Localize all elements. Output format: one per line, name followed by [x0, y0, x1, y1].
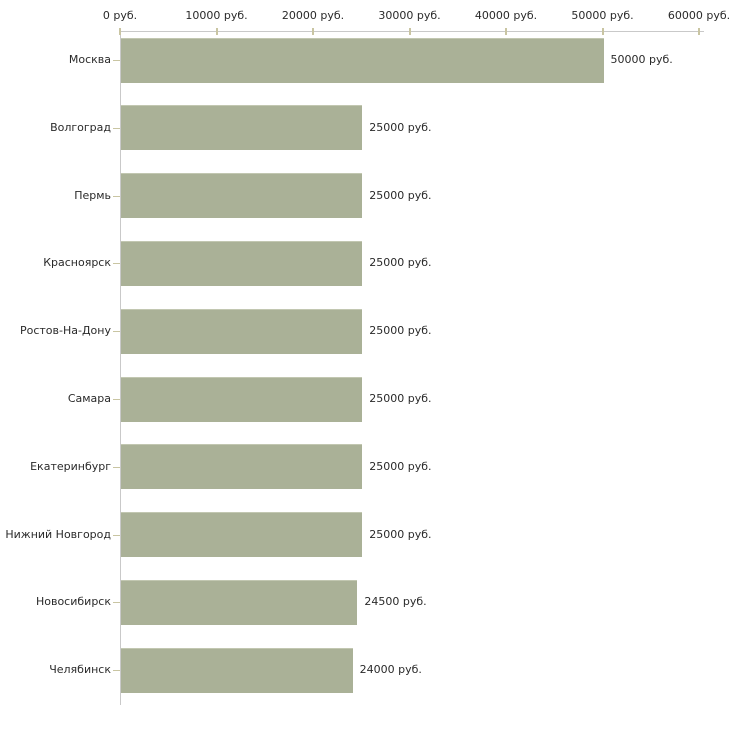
bar-value-label: 24500 руб.	[364, 595, 427, 609]
x-axis-tick-label: 60000 руб.	[667, 9, 730, 22]
x-axis-tick-mark	[601, 28, 604, 35]
x-axis-tick-mark	[408, 28, 411, 35]
bar	[121, 105, 363, 151]
y-axis-tick-mark	[113, 263, 120, 264]
x-axis-line	[120, 31, 704, 32]
x-axis-tick-label: 40000 руб.	[474, 9, 538, 22]
x-axis-tick-label: 30000 руб.	[378, 9, 441, 22]
bar-value-label: 25000 руб.	[369, 120, 432, 134]
bar	[121, 376, 363, 422]
y-axis-tick-mark	[113, 128, 120, 129]
x-axis-tick-mark	[215, 28, 218, 35]
bar-value-label: 50000 руб.	[610, 53, 673, 66]
category-label: Красноярск	[43, 256, 111, 270]
x-axis-tick-mark	[312, 28, 314, 35]
y-axis-tick-mark	[113, 670, 120, 671]
category-label: Нижний Новгород	[5, 527, 111, 541]
x-axis-tick-mark	[119, 28, 121, 35]
x-axis-tick-label: 0 руб.	[102, 9, 138, 22]
bar-value-label: 25000 руб.	[369, 256, 432, 270]
x-axis-tick-mark	[505, 28, 507, 35]
bar	[121, 647, 353, 693]
y-axis-tick-mark	[113, 602, 120, 603]
bar	[121, 240, 363, 286]
x-axis-tick-label: 10000 руб.	[185, 9, 248, 22]
category-label: Волгоград	[50, 120, 111, 134]
bar-value-label: 24000 руб.	[359, 663, 422, 677]
bar	[121, 308, 363, 354]
bar-value-label: 25000 руб.	[369, 527, 432, 541]
category-label: Челябинск	[49, 663, 111, 677]
y-axis-tick-mark	[113, 60, 120, 61]
bar-value-label: 25000 руб.	[369, 188, 432, 202]
category-label: Екатеринбург	[30, 459, 111, 473]
bar	[121, 512, 363, 558]
x-axis-tick-label: 20000 руб.	[281, 9, 345, 22]
category-label: Новосибирск	[35, 595, 111, 609]
x-axis-tick-mark	[698, 28, 700, 35]
y-axis-tick-mark	[113, 331, 120, 332]
bar	[121, 173, 363, 219]
bar-value-label: 25000 руб.	[369, 459, 432, 473]
x-axis-tick-label: 50000 руб.	[571, 9, 634, 22]
bar	[121, 37, 604, 83]
bar	[121, 444, 363, 490]
y-axis-tick-mark	[113, 196, 120, 197]
bar-value-label: 25000 руб.	[369, 324, 432, 338]
y-axis-tick-mark	[113, 467, 120, 468]
category-label: Пермь	[74, 188, 111, 202]
category-label: Москва	[68, 53, 111, 66]
y-axis-tick-mark	[113, 535, 120, 536]
bar	[121, 579, 358, 625]
y-axis-tick-mark	[113, 399, 120, 400]
y-axis-line	[120, 31, 121, 705]
category-label: Самара	[67, 392, 111, 405]
bar-value-label: 25000 руб.	[369, 392, 432, 405]
category-label: Ростов-На-Дону	[19, 324, 111, 338]
